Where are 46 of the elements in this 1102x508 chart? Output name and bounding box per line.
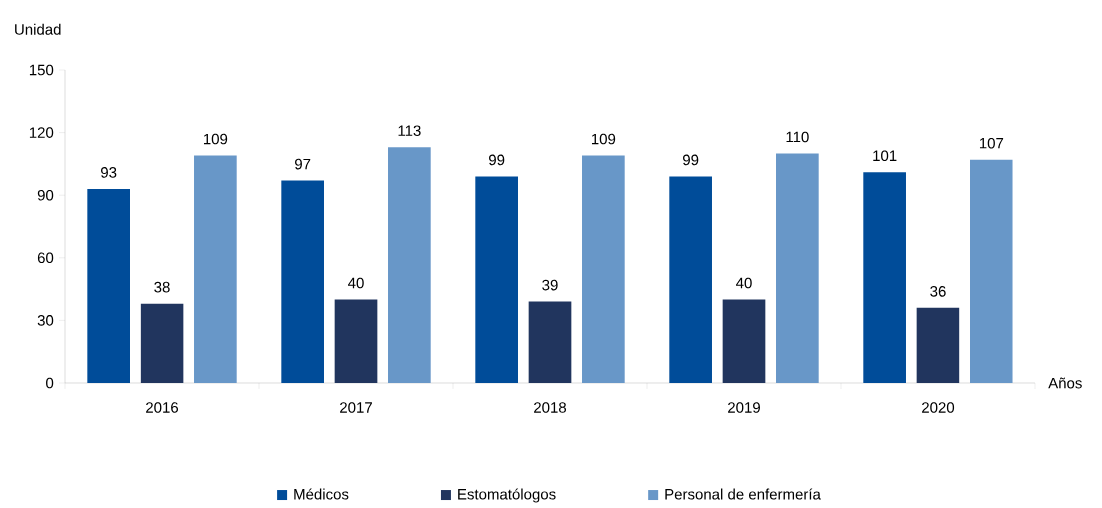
data-label: 110: [786, 131, 809, 143]
data-label: 101: [873, 150, 897, 162]
data-label: 99: [683, 154, 699, 166]
data-label: 38: [154, 281, 170, 293]
bar: [140, 303, 184, 383]
bar: [776, 153, 819, 383]
data-label: 113: [398, 125, 421, 136]
x-tick-label: 2018: [534, 402, 567, 413]
x-axis-title: Años: [1048, 377, 1082, 389]
bar: [722, 299, 766, 383]
bar: [970, 159, 1013, 383]
bar: [281, 180, 324, 383]
data-label: 109: [591, 133, 616, 145]
x-tick-label: 2016: [146, 402, 179, 413]
bar: [388, 147, 431, 383]
data-label: 36: [930, 286, 946, 297]
x-tick-label: 2020: [922, 402, 955, 413]
data-label: 40: [348, 277, 364, 289]
legend-label: Médicos: [294, 488, 349, 500]
y-tick-label: 30: [37, 315, 54, 326]
y-tick-label: 0: [46, 377, 54, 389]
bar: [334, 299, 378, 383]
data-label: 39: [542, 279, 558, 291]
y-tick-label: 150: [29, 64, 54, 76]
data-label: 40: [736, 277, 752, 289]
bar: [669, 176, 712, 383]
data-label: 97: [295, 158, 311, 170]
bar: [194, 155, 237, 383]
data-label: 107: [979, 137, 1004, 149]
bar: [475, 176, 518, 383]
bar: [863, 172, 906, 383]
bar: [528, 301, 572, 383]
y-tick-label: 90: [37, 189, 54, 201]
legend-label: Estomatólogos: [458, 488, 556, 503]
legend-label: Personal de enfermería: [665, 488, 821, 500]
y-tick-label: 120: [29, 127, 54, 138]
bar: [916, 307, 960, 383]
y-tick-label: 60: [37, 252, 54, 264]
x-tick-label: 2019: [728, 402, 760, 413]
data-label: 109: [203, 133, 228, 145]
bar: [87, 188, 130, 383]
data-label: 99: [489, 154, 505, 166]
y-axis-title: Unidad: [15, 23, 61, 35]
x-tick-label: 2017: [340, 402, 372, 413]
data-label: 93: [101, 167, 117, 178]
bar: [582, 155, 625, 383]
